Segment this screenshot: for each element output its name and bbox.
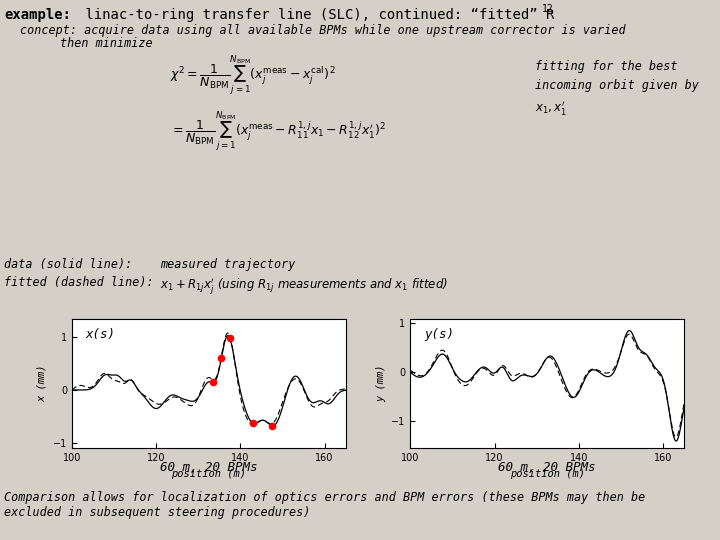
Text: x(s): x(s) [86, 328, 116, 341]
Text: 60 m, 20 BPMs: 60 m, 20 BPMs [498, 461, 595, 474]
Text: $\chi^2 = \dfrac{1}{N_{\rm BPM}} \sum_{j=1}^{N_{\rm BPM}} (x_j^{\rm meas} - x_j^: $\chi^2 = \dfrac{1}{N_{\rm BPM}} \sum_{j… [170, 53, 336, 97]
Text: excluded in subsequent steering procedures): excluded in subsequent steering procedur… [4, 505, 310, 518]
Text: concept: acquire data using all available BPMs while one upstream corrector is v: concept: acquire data using all availabl… [20, 24, 626, 37]
Y-axis label: y (mm): y (mm) [376, 364, 386, 402]
Text: fitted (dashed line):: fitted (dashed line): [4, 276, 153, 289]
Text: linac-to-ring transfer line (SLC), continued: “fitted” R: linac-to-ring transfer line (SLC), conti… [77, 8, 554, 22]
X-axis label: position (m): position (m) [171, 469, 246, 478]
X-axis label: position (m): position (m) [510, 469, 585, 478]
Text: 60 m, 20 BPMs: 60 m, 20 BPMs [161, 461, 258, 474]
Text: $= \dfrac{1}{N_{\rm BPM}} \sum_{j=1}^{N_{\rm BPM}} (x_j^{\rm meas} - R_{11}^{1,j: $= \dfrac{1}{N_{\rm BPM}} \sum_{j=1}^{N_… [170, 110, 386, 153]
Y-axis label: x (mm): x (mm) [37, 364, 48, 402]
Text: y(s): y(s) [424, 328, 454, 341]
Text: $x_1 + R_{1j}x_j'$ (using $R_{1j}$ measurements and $x_1$ fitted): $x_1 + R_{1j}x_j'$ (using $R_{1j}$ measu… [160, 276, 448, 296]
Text: fitting for the best
incoming orbit given by
$x_1, x_1'$: fitting for the best incoming orbit give… [535, 60, 699, 117]
Text: Comparison allows for localization of optics errors and BPM errors (these BPMs m: Comparison allows for localization of op… [4, 491, 645, 504]
Text: example:: example: [4, 8, 71, 22]
Text: data (solid line):: data (solid line): [4, 258, 132, 271]
Text: measured trajectory: measured trajectory [160, 258, 295, 271]
Text: then minimize: then minimize [60, 37, 153, 50]
Text: 12: 12 [542, 4, 554, 14]
